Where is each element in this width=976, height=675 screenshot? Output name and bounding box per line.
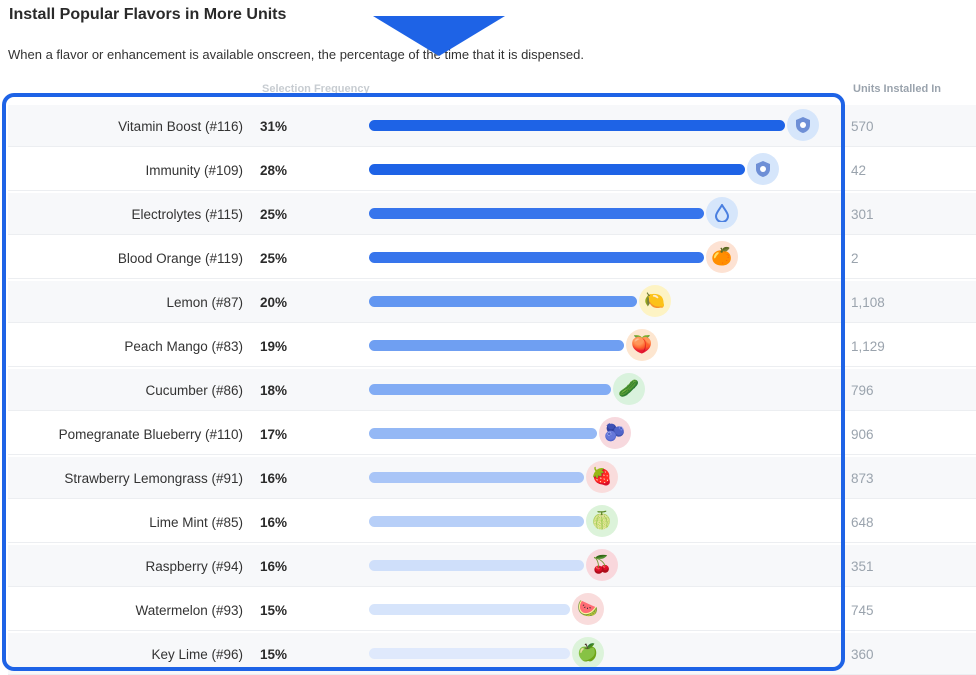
row-divider — [8, 190, 976, 191]
units-installed-header: Units Installed In — [853, 83, 942, 95]
table-row: Vitamin Boost (#116) 31% 570 — [8, 105, 976, 147]
frequency-bar — [369, 164, 745, 175]
table-row: Key Lime (#96) 15% 🍏 360 — [8, 633, 976, 675]
frequency-bar — [369, 472, 584, 483]
row-divider — [8, 454, 976, 455]
frequency-bar — [369, 648, 570, 659]
frequency-bar — [369, 516, 584, 527]
selection-percent: 16% — [260, 515, 288, 530]
units-installed: 360 — [851, 647, 874, 662]
droplet-icon — [706, 197, 738, 229]
flavor-name: Immunity (#109) — [145, 163, 243, 178]
table-row: Strawberry Lemongrass (#91) 16% 🍓 873 — [8, 457, 976, 499]
selection-percent: 25% — [260, 251, 288, 266]
shield-icon — [747, 153, 779, 185]
blood-orange-icon: 🍊 — [706, 241, 738, 273]
flavor-name: Peach Mango (#83) — [124, 339, 243, 354]
row-divider — [8, 410, 976, 411]
units-installed: 648 — [851, 515, 874, 530]
row-divider — [8, 146, 976, 147]
table-row: Blood Orange (#119) 25% 🍊 2 — [8, 237, 976, 279]
table-row: Peach Mango (#83) 19% 🍑 1,129 — [8, 325, 976, 367]
table-row: Lemon (#87) 20% 🍋 1,108 — [8, 281, 976, 323]
frequency-bar — [369, 208, 704, 219]
row-divider — [8, 234, 976, 235]
strawberry-icon: 🍓 — [586, 461, 618, 493]
cucumber-icon: 🥒 — [613, 373, 645, 405]
frequency-bar — [369, 384, 611, 395]
flavor-name: Watermelon (#93) — [135, 603, 243, 618]
raspberry-icon: 🍒 — [586, 549, 618, 581]
flavor-name: Electrolytes (#115) — [131, 207, 243, 222]
frequency-bar — [369, 560, 584, 571]
selection-frequency-header: Selection Frequency — [262, 83, 370, 95]
table-row: Immunity (#109) 28% 42 — [8, 149, 976, 191]
flavor-name: Lime Mint (#85) — [149, 515, 243, 530]
row-divider — [8, 278, 976, 279]
selection-percent: 17% — [260, 427, 288, 442]
selection-percent: 28% — [260, 163, 288, 178]
units-installed: 351 — [851, 559, 874, 574]
table-row: Raspberry (#94) 16% 🍒 351 — [8, 545, 976, 587]
flavor-name: Cucumber (#86) — [145, 383, 243, 398]
watermelon-icon: 🍉 — [572, 593, 604, 625]
row-divider — [8, 366, 976, 367]
selection-percent: 16% — [260, 559, 288, 574]
units-installed: 570 — [851, 119, 874, 134]
selection-percent: 15% — [260, 603, 288, 618]
row-divider — [8, 322, 976, 323]
flavor-name: Raspberry (#94) — [145, 559, 243, 574]
selection-percent: 19% — [260, 339, 288, 354]
row-divider — [8, 630, 976, 631]
units-installed: 796 — [851, 383, 874, 398]
frequency-bar — [369, 296, 637, 307]
shield-icon — [787, 109, 819, 141]
page-title: Install Popular Flavors in More Units — [9, 6, 287, 23]
table-row: Watermelon (#93) 15% 🍉 745 — [8, 589, 976, 631]
units-installed: 2 — [851, 251, 859, 266]
frequency-bar — [369, 252, 704, 263]
peach-icon: 🍑 — [626, 329, 658, 361]
flavor-name: Pomegranate Blueberry (#110) — [58, 427, 243, 442]
frequency-bar — [369, 428, 597, 439]
selection-percent: 31% — [260, 119, 288, 134]
frequency-bar — [369, 120, 785, 131]
lime-icon: 🍈 — [586, 505, 618, 537]
selection-percent: 18% — [260, 383, 288, 398]
flavor-name: Strawberry Lemongrass (#91) — [64, 471, 243, 486]
row-divider — [8, 542, 976, 543]
selection-percent: 15% — [260, 647, 288, 662]
flavor-name: Lemon (#87) — [166, 295, 243, 310]
table-row: Cucumber (#86) 18% 🥒 796 — [8, 369, 976, 411]
key-lime-icon: 🍏 — [572, 637, 604, 669]
units-installed: 1,108 — [851, 295, 885, 310]
selection-percent: 20% — [260, 295, 288, 310]
pointer-arrow-icon — [373, 16, 505, 56]
units-installed: 301 — [851, 207, 874, 222]
flavor-name: Blood Orange (#119) — [117, 251, 243, 266]
units-installed: 42 — [851, 163, 867, 178]
units-installed: 906 — [851, 427, 874, 442]
units-installed: 873 — [851, 471, 874, 486]
table-row: Pomegranate Blueberry (#110) 17% 🫐 906 — [8, 413, 976, 455]
table-row: Electrolytes (#115) 25% 301 — [8, 193, 976, 235]
table-row: Lime Mint (#85) 16% 🍈 648 — [8, 501, 976, 543]
units-installed: 1,129 — [851, 339, 885, 354]
units-installed: 745 — [851, 603, 874, 618]
row-divider — [8, 498, 976, 499]
selection-percent: 25% — [260, 207, 288, 222]
flavor-name: Vitamin Boost (#116) — [118, 119, 243, 134]
frequency-bar — [369, 340, 624, 351]
flavor-name: Key Lime (#96) — [151, 647, 243, 662]
selection-percent: 16% — [260, 471, 288, 486]
pomegranate-icon: 🫐 — [599, 417, 631, 449]
row-divider — [8, 586, 976, 587]
frequency-bar — [369, 604, 570, 615]
lemon-icon: 🍋 — [639, 285, 671, 317]
